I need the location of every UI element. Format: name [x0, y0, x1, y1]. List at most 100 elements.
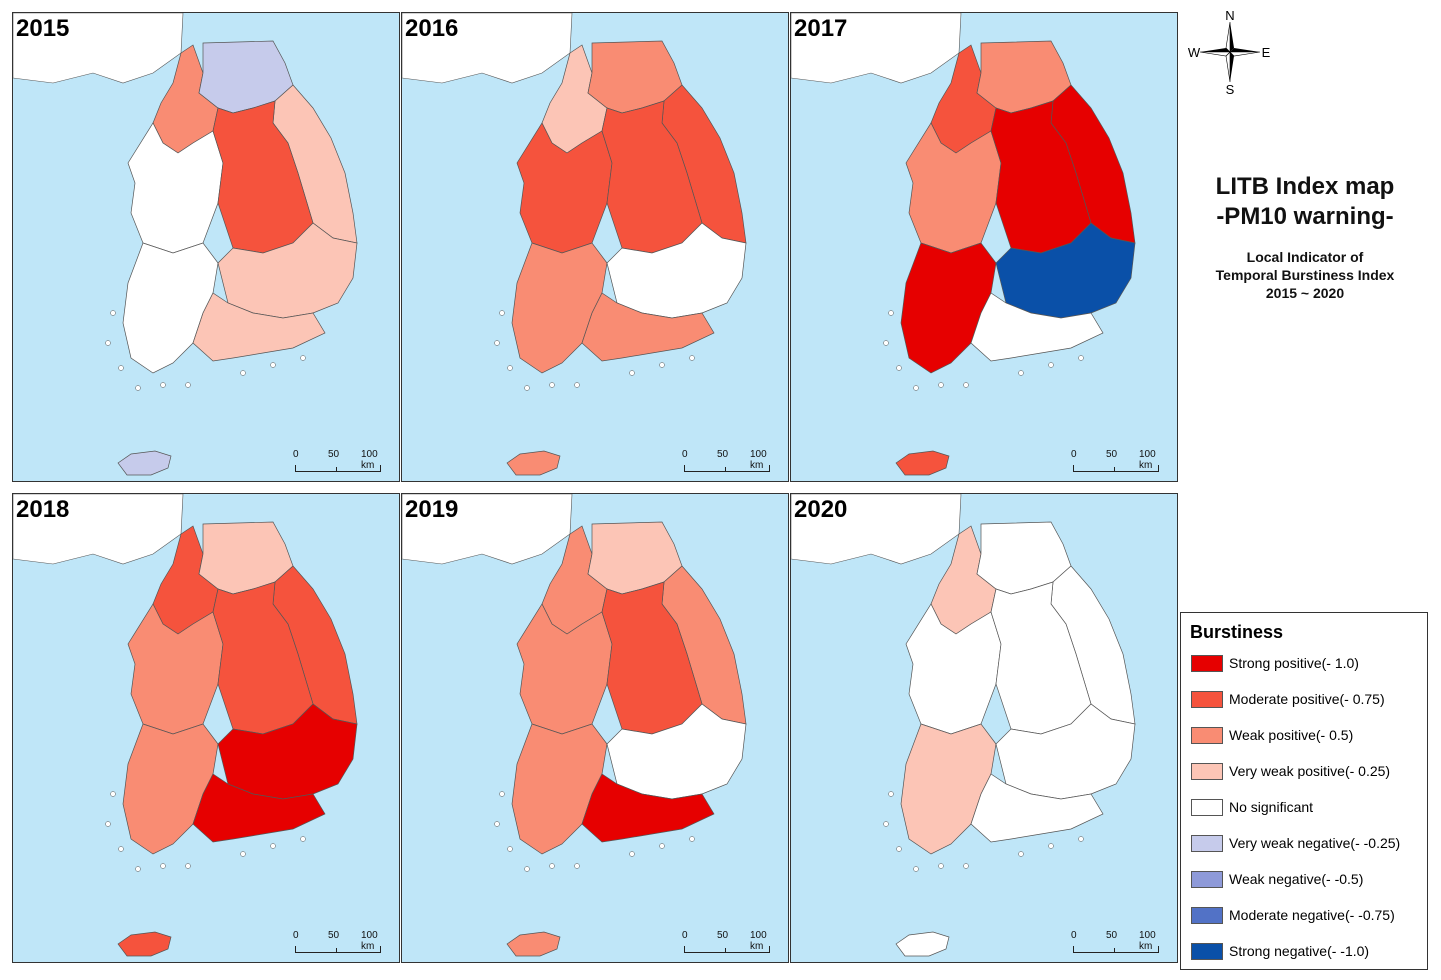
legend-item: Moderate negative(- -0.75) — [1191, 905, 1395, 925]
region-central-east — [601, 581, 703, 735]
island — [300, 836, 306, 842]
island — [888, 310, 894, 316]
scale-bar: 0 50 100 km — [670, 449, 780, 475]
region-southwest — [900, 242, 997, 374]
legend-label: Moderate positive(- 0.75) — [1229, 691, 1385, 707]
north-land — [402, 13, 573, 84]
map-svg — [402, 13, 747, 476]
map-subtitle: Local Indicator of Temporal Burstiness I… — [1180, 248, 1430, 302]
scale-line — [1073, 946, 1159, 953]
island — [549, 863, 555, 869]
map-panel-2019: 2019 0 50 100 km — [401, 493, 789, 963]
island — [499, 791, 505, 797]
region-central-west — [516, 603, 613, 735]
island — [494, 821, 500, 827]
scale-label: 50 — [1106, 930, 1118, 941]
legend-title: Burstiness — [1190, 622, 1284, 642]
island — [110, 791, 116, 797]
region-southwest — [900, 723, 997, 855]
legend-swatch — [1191, 762, 1223, 780]
legend-swatch — [1191, 870, 1223, 888]
island — [1048, 362, 1054, 368]
scale-line — [1073, 465, 1159, 472]
island — [629, 851, 635, 857]
scale-line — [684, 946, 770, 953]
scale-label: 50 — [717, 930, 729, 941]
island — [507, 846, 513, 852]
legend-label: Very weak negative(- -0.25) — [1229, 835, 1401, 851]
panel-year-label: 2020 — [794, 496, 848, 523]
scale-tick — [1114, 948, 1115, 952]
compass-n: N — [1225, 8, 1234, 23]
map-svg — [13, 13, 358, 476]
region-central-west — [905, 122, 1002, 254]
scale-label: 50 — [328, 449, 340, 460]
scale-line — [684, 465, 770, 472]
island — [689, 836, 695, 842]
scale-bar: 0 50 100 km — [670, 930, 780, 956]
north-arrow-icon: N S E W — [1186, 8, 1274, 97]
scale-bar: 0 50 100 km — [1059, 449, 1169, 475]
legend-label: Very weak positive(- 0.25) — [1229, 763, 1391, 779]
island — [913, 866, 919, 872]
map-panel-2017: 2017 0 50 100 km — [790, 12, 1178, 482]
subtitle-line-3: 2015 ~ 2020 — [1265, 285, 1345, 301]
region-south-coast — [970, 773, 1104, 843]
scale-bar: 0 50 100 km — [1059, 930, 1169, 956]
region-central-west — [905, 603, 1002, 735]
region-central-east — [212, 100, 314, 254]
island — [118, 365, 124, 371]
legend-swatch — [1191, 942, 1223, 960]
scale-line — [295, 465, 381, 472]
island — [963, 382, 969, 388]
legend-swatch — [1191, 798, 1223, 816]
island — [499, 310, 505, 316]
island — [240, 370, 246, 376]
scale-tick — [725, 467, 726, 471]
island — [1018, 370, 1024, 376]
legend-item: Weak positive(- 0.5) — [1191, 725, 1353, 745]
compass-w: W — [1188, 45, 1201, 60]
map-title: LITB Index map — [1215, 173, 1395, 200]
island — [1048, 843, 1054, 849]
legend-label: Moderate negative(- -0.75) — [1229, 907, 1395, 923]
island — [270, 362, 276, 368]
title-block: LITB Index map -PM10 warning- Local Indi… — [1180, 172, 1430, 302]
scale-tick — [336, 467, 337, 471]
panel-year-label: 2018 — [16, 496, 70, 523]
legend: Burstiness Strong positive(- 1.0) Moderat… — [1180, 612, 1428, 970]
region-jeju — [895, 450, 950, 476]
legend-label: No significant — [1229, 799, 1314, 815]
region-south-coast — [581, 773, 715, 843]
legend-label: Weak positive(- 0.5) — [1229, 727, 1354, 743]
legend-label: Strong negative(- -1.0) — [1229, 943, 1370, 959]
compass-s: S — [1226, 82, 1235, 96]
scale-label: 0 — [682, 930, 688, 941]
region-central-west — [516, 122, 613, 254]
subtitle-line-1: Local Indicator of — [1246, 249, 1364, 265]
island — [659, 362, 665, 368]
island — [105, 821, 111, 827]
island — [938, 382, 944, 388]
map-panel-2020: 2020 0 50 100 km — [790, 493, 1178, 963]
region-southwest — [511, 242, 608, 374]
region-south-coast — [581, 292, 715, 362]
subtitle-line-2: Temporal Burstiness Index — [1215, 267, 1395, 283]
scale-bar: 0 50 100 km — [281, 930, 391, 956]
region-jeju — [506, 931, 561, 957]
island — [524, 866, 530, 872]
island — [938, 863, 944, 869]
north-land — [402, 494, 573, 565]
legend-label: Weak negative(- -0.5) — [1229, 871, 1364, 887]
scale-label: 100 km — [750, 930, 767, 952]
island — [240, 851, 246, 857]
island — [1078, 355, 1084, 361]
panel-year-label: 2015 — [16, 15, 70, 42]
island — [896, 365, 902, 371]
legend-label: Strong positive(- 1.0) — [1229, 655, 1359, 671]
island — [135, 385, 141, 391]
island — [888, 791, 894, 797]
island — [1018, 851, 1024, 857]
island — [896, 846, 902, 852]
region-southwest — [511, 723, 608, 855]
